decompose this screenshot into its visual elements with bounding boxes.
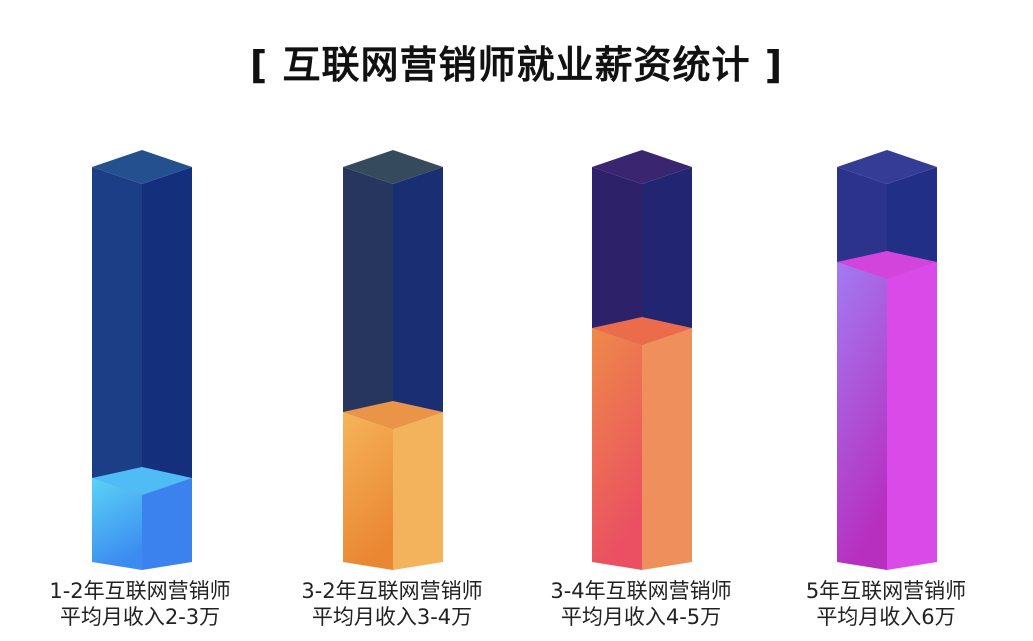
bar-label-3: 3-4年互联网营销师 平均月收入4-5万 — [521, 578, 761, 630]
bar-category: 3-4年互联网营销师 — [550, 579, 732, 603]
shell-left-face — [592, 167, 642, 345]
chart-title: [ 互联网营销师就业薪资统计 ] — [249, 43, 784, 87]
shell-top-face — [92, 150, 192, 184]
bar-4 — [837, 150, 937, 570]
bar-value-caption: 平均月收入6万 — [816, 605, 956, 629]
fill-right-face — [393, 412, 443, 570]
shell-top-face — [837, 150, 937, 184]
fill-right-face — [642, 328, 692, 570]
bar-value-caption: 平均月收入3-4万 — [311, 605, 473, 629]
bar-3 — [592, 150, 692, 570]
fill-left-face — [92, 478, 142, 570]
fill-left-face — [837, 262, 887, 570]
bar-2 — [343, 150, 443, 570]
shell-left-face — [92, 167, 142, 495]
shell-left-face — [343, 167, 393, 429]
bar-category: 1-2年互联网营销师 — [49, 579, 231, 603]
fill-top-face — [837, 251, 937, 279]
bar-label-2: 3-2年互联网营销师 平均月收入3-4万 — [272, 578, 512, 630]
bar-1 — [92, 150, 192, 570]
shell-right-face — [142, 167, 192, 495]
shell-right-face — [887, 167, 937, 279]
shell-left-face — [837, 167, 887, 279]
fill-left-face — [343, 412, 393, 570]
shell-right-face — [393, 167, 443, 429]
fill-top-face — [92, 467, 192, 495]
shell-right-face — [642, 167, 692, 345]
bar-category: 5年互联网营销师 — [805, 579, 967, 603]
fill-right-face — [887, 262, 937, 570]
shell-top-face — [592, 150, 692, 184]
fill-right-face — [142, 478, 192, 570]
bar-label-4: 5年互联网营销师 平均月收入6万 — [766, 578, 1006, 630]
bar-value-caption: 平均月收入4-5万 — [560, 605, 722, 629]
fill-top-face — [343, 401, 443, 429]
shell-top-face — [343, 150, 443, 184]
fill-top-face — [592, 317, 692, 345]
bar-label-1: 1-2年互联网营销师 平均月收入2-3万 — [20, 578, 260, 630]
bar-value-caption: 平均月收入2-3万 — [59, 605, 221, 629]
fill-left-face — [592, 328, 642, 570]
bar-category: 3-2年互联网营销师 — [301, 579, 483, 603]
